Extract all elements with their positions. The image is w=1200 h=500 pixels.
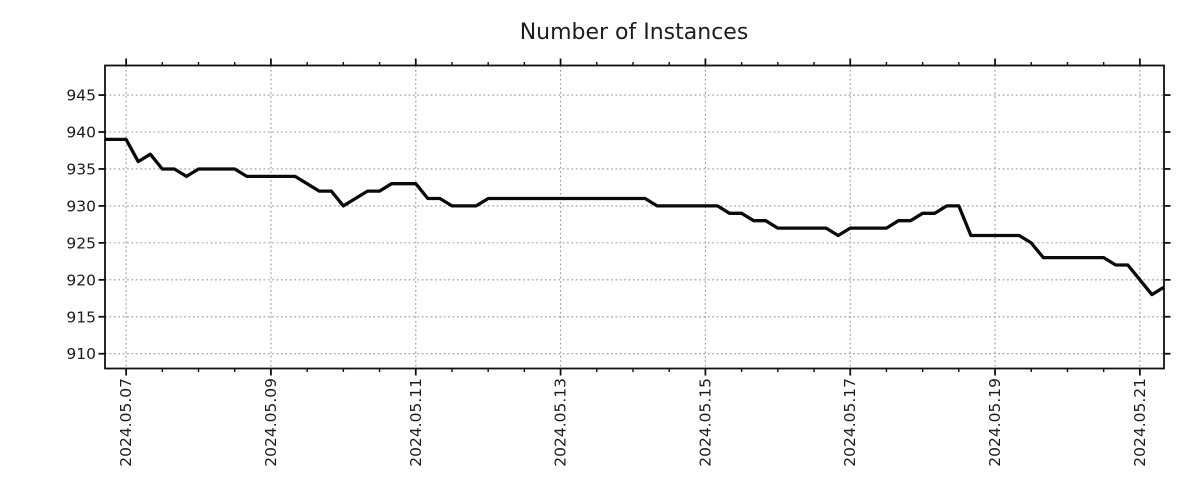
x-tick-label: 2024.05.07: [117, 378, 135, 467]
x-tick-label: 2024.05.09: [262, 378, 280, 467]
chart-title: Number of Instances: [520, 20, 749, 45]
x-tick-label: 2024.05.13: [552, 378, 570, 467]
y-tick-label: 910: [66, 345, 96, 363]
y-tick-label: 930: [66, 197, 96, 215]
axis-ticks: [98, 58, 1171, 376]
plot-frame: [104, 64, 1165, 370]
y-tick-label: 925: [66, 234, 96, 252]
gridlines: [105, 65, 1164, 369]
x-tick-labels: 2024.05.07 2024.05.09 2024.05.11 2024.05.13…: [117, 378, 1149, 467]
y-tick-label: 945: [66, 87, 96, 105]
x-tick-label: 2024.05.19: [986, 378, 1004, 467]
y-tick-label: 935: [66, 160, 96, 178]
x-tick-label: 2024.05.21: [1131, 378, 1149, 467]
x-tick-label: 2024.05.11: [407, 378, 425, 467]
y-tick-label: 940: [66, 124, 96, 142]
x-tick-label: 2024.05.17: [841, 378, 859, 467]
data-line: [105, 137, 1165, 297]
y-tick-labels: 910 915 920 925 930 935 940 945: [66, 87, 96, 364]
y-tick-label: 920: [66, 271, 96, 289]
x-tick-label: 2024.05.15: [696, 378, 714, 467]
y-tick-label: 915: [66, 308, 96, 326]
